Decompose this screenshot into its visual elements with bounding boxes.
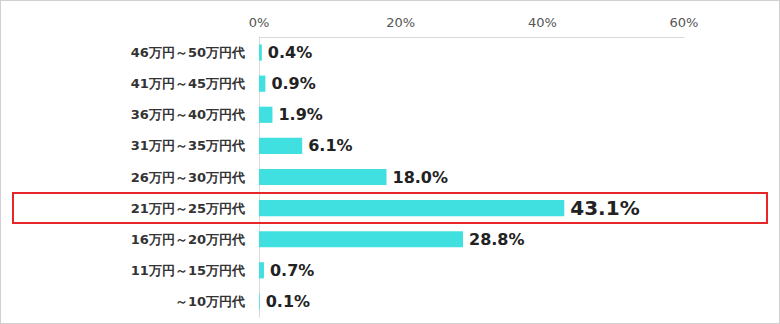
svg-text:0.7%: 0.7% [270, 261, 314, 280]
svg-text:16万円～20万円代: 16万円～20万円代 [131, 232, 245, 247]
svg-text:43.1%: 43.1% [570, 196, 639, 220]
svg-text:46万円～50万円代: 46万円～50万円代 [131, 45, 245, 60]
svg-text:1.9%: 1.9% [278, 105, 322, 124]
svg-text:20%: 20% [386, 15, 415, 30]
svg-text:0%: 0% [249, 15, 270, 30]
svg-text:26万円～30万円代: 26万円～30万円代 [131, 170, 245, 185]
svg-text:0.1%: 0.1% [266, 292, 310, 311]
svg-text:31万円～35万円代: 31万円～35万円代 [131, 138, 245, 153]
svg-text:36万円～40万円代: 36万円～40万円代 [131, 107, 245, 122]
svg-text:41万円～45万円代: 41万円～45万円代 [131, 76, 245, 91]
svg-text:6.1%: 6.1% [308, 136, 352, 155]
svg-text:28.8%: 28.8% [469, 230, 525, 249]
svg-text:21万円～25万円代: 21万円～25万円代 [131, 201, 245, 216]
svg-text:11万円～15万円代: 11万円～15万円代 [131, 263, 245, 278]
svg-text:40%: 40% [528, 15, 557, 30]
svg-text:～10万円代: ～10万円代 [175, 294, 245, 309]
svg-text:18.0%: 18.0% [393, 168, 449, 187]
svg-text:0.4%: 0.4% [268, 43, 312, 62]
svg-text:60%: 60% [670, 15, 699, 30]
svg-text:0.9%: 0.9% [271, 74, 315, 93]
